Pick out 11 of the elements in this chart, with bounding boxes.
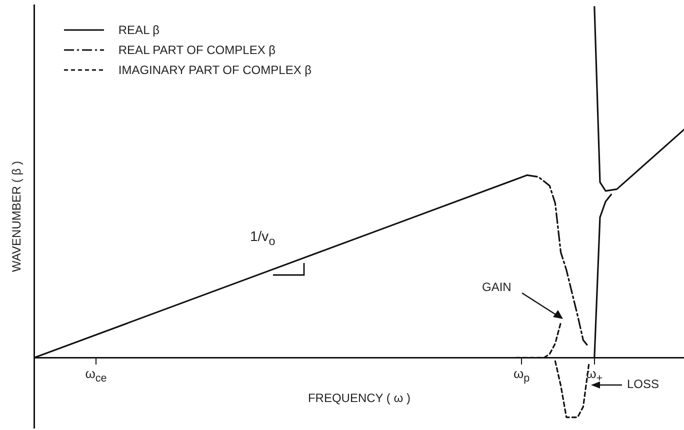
annotation: GAIN [482, 280, 512, 294]
legend-label: REAL β [118, 23, 160, 37]
legend-label: REAL PART OF COMPLEX β [118, 43, 276, 57]
x-tick-label: ω$_{ce}$ [85, 366, 107, 384]
x-axis-title: FREQUENCY ( ω ) [308, 391, 410, 406]
annotation: 1/v$_{o}$ [250, 228, 276, 248]
legend-label: IMAGINARY PART OF COMPLEX β [118, 63, 312, 77]
annotation: LOSS [627, 377, 660, 391]
y-axis-title: WAVENUMBER ( β ) [10, 161, 24, 272]
x-tick-label: ω$_{p}$ [514, 366, 530, 384]
x-tick-label: ω$_{+}$ [586, 366, 603, 384]
